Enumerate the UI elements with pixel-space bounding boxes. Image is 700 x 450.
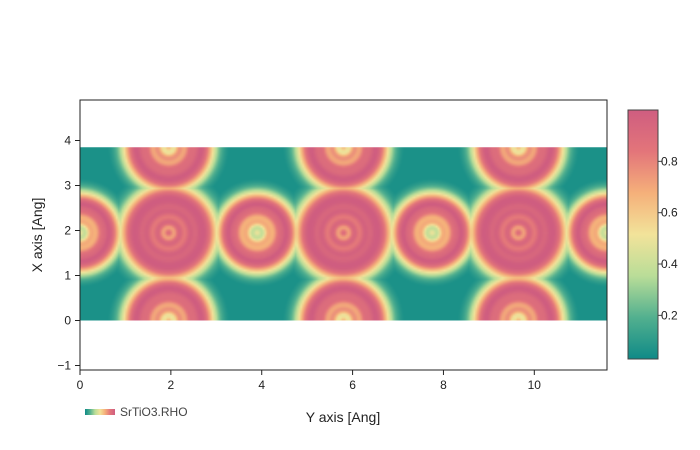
x-tick-label: 10 [528, 378, 542, 392]
y-tick-label: 1 [64, 269, 71, 283]
colorbar-tick-label: 0.6 [661, 206, 678, 220]
colorbar [627, 109, 659, 360]
y-tick-label: 2 [64, 224, 71, 238]
x-tick-label: 4 [258, 378, 265, 392]
x-tick-label: 6 [349, 378, 356, 392]
x-tick-label: 2 [168, 378, 175, 392]
plot-frame [79, 99, 608, 371]
x-axis-title: Y axis [Ang] [306, 409, 380, 425]
colorbar-tick-label: 0.4 [661, 257, 678, 271]
colorbar-tick-label: 0.8 [661, 154, 678, 168]
density-heatmap [80, 147, 607, 321]
y-tick-label: −1 [57, 359, 71, 373]
y-tick-label: 3 [64, 179, 71, 193]
x-axis-ticks: 0 2 4 6 8 10 [77, 370, 542, 392]
x-tick-label: 8 [440, 378, 447, 392]
x-tick-label: 0 [77, 378, 84, 392]
legend[interactable]: SrTiO3.RHO [85, 405, 188, 419]
y-tick-label: 4 [64, 134, 71, 148]
legend-label: SrTiO3.RHO [120, 405, 188, 419]
y-axis-ticks: −1 0 1 2 3 4 [57, 134, 80, 373]
colorbar-ticks: 0.2 0.4 0.6 0.8 [658, 154, 678, 322]
y-tick-label: 0 [64, 314, 71, 328]
legend-swatch [85, 409, 115, 415]
y-axis-title: X axis [Ang] [29, 198, 45, 273]
colorbar-tick-label: 0.2 [661, 308, 678, 322]
